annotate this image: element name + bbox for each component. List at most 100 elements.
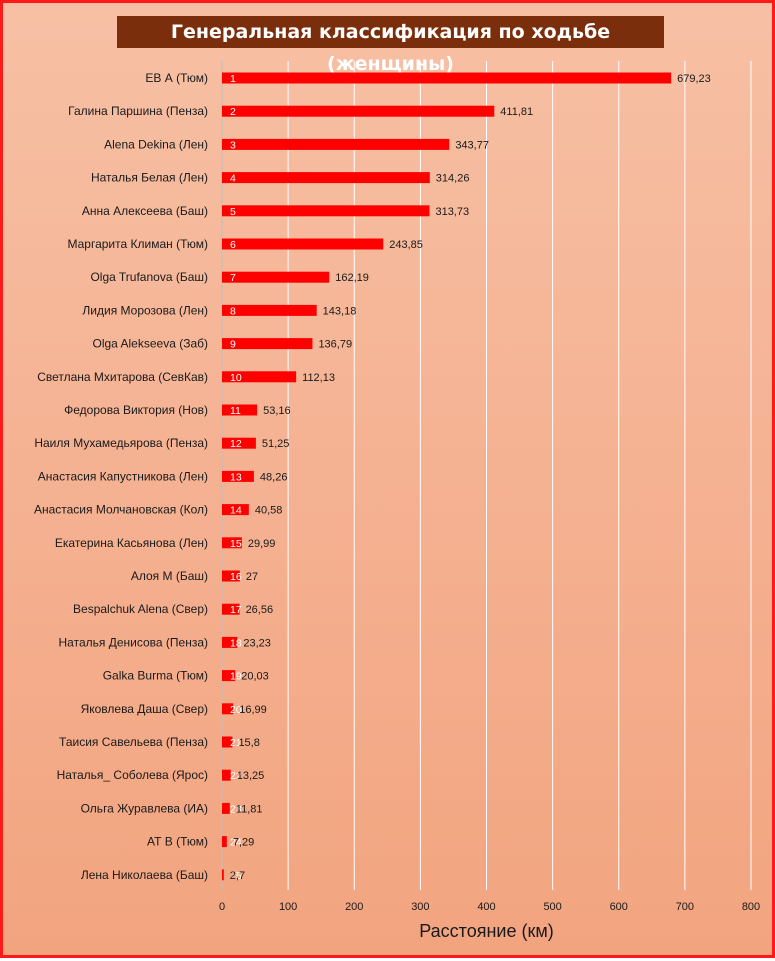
bar-row: ЕВ А (Тюм) 1 679,23 (145, 71, 710, 85)
category-label: Лена Николаева (Баш) (81, 868, 208, 882)
rank-label: 9 (230, 339, 236, 351)
bar-row: Лидия Морозова (Лен) 8 143,18 (82, 303, 356, 317)
bar-row: Анна Алексеева (Баш) 5 313,73 (82, 204, 469, 218)
bar (222, 72, 672, 84)
rank-label: 1 (230, 73, 236, 85)
category-label: Галина Паршина (Пенза) (68, 104, 208, 118)
value-label: 7,29 (233, 837, 254, 849)
bar (222, 205, 430, 217)
value-label: 16,99 (239, 704, 267, 716)
x-tick-label: 700 (676, 901, 694, 913)
value-label: 162,19 (335, 272, 369, 284)
rank-label: 7 (230, 272, 236, 284)
value-label: 2,7 (230, 870, 245, 882)
category-label: Bespalchuk Alena (Свер) (73, 602, 208, 616)
bar (222, 504, 249, 516)
category-label: ЕВ А (Тюм) (145, 71, 208, 85)
x-tick-labels: 0 100 200 300 400 500 600 700 800 (219, 901, 760, 913)
bar-row: Bespalchuk Alena (Свер) 17 26,56 (73, 602, 273, 616)
rank-label: 23 (230, 803, 242, 815)
value-label: 313,73 (435, 206, 469, 218)
bar (222, 271, 330, 283)
bar (222, 437, 256, 449)
x-axis-label: Расстояние (км) (419, 921, 553, 941)
category-label: Алоя М (Баш) (131, 569, 208, 583)
bar (222, 338, 313, 350)
x-tick-label: 0 (219, 901, 225, 913)
rank-label: 19 (230, 671, 242, 683)
category-label: Наиля Мухамедьярова (Пенза) (34, 436, 208, 450)
value-label: 411,81 (500, 106, 533, 118)
bar (222, 836, 227, 848)
value-label: 51,25 (262, 438, 290, 450)
value-label: 136,79 (318, 339, 352, 351)
rank-label: 13 (230, 471, 242, 483)
bar-row: Галина Паршина (Пенза) 2 411,81 (68, 104, 533, 118)
bar-row: Olga Alekseeva (Заб) 9 136,79 (92, 337, 352, 351)
bar (222, 603, 240, 615)
bar-row: Светлана Мхитарова (СевКав) 10 112,13 (37, 370, 335, 384)
bar-row: Наталья Белая (Лен) 4 314,26 (91, 171, 469, 185)
rank-label: 17 (230, 604, 242, 616)
rank-label: 15 (230, 538, 242, 550)
bar (222, 138, 450, 150)
rank-label: 5 (230, 206, 236, 218)
category-label: Наталья Денисова (Пенза) (59, 635, 208, 649)
value-label: 243,85 (389, 239, 423, 251)
bar (222, 304, 317, 316)
bar-chart: ЕВ А (Тюм) 1 679,23 Галина Паршина (Пенза) 2… (34, 61, 760, 941)
bar-row: Наиля Мухамедьярова (Пенза) 12 51,25 (34, 436, 289, 450)
chart-title: Генеральная классификация по ходьбе (жен… (117, 16, 664, 75)
bar-row: Лена Николаева (Баш) 252,7 (81, 868, 245, 882)
value-label: 27 (246, 571, 258, 583)
rank-label: 8 (230, 305, 236, 317)
bar (222, 470, 254, 482)
value-label: 48,26 (260, 471, 288, 483)
bar-row: Екатерина Касьянова (Лен) 15 29,99 (55, 536, 275, 550)
category-label: Анастасия Капустникова (Лен) (38, 469, 208, 483)
rank-label: 20 (230, 704, 242, 716)
bar (222, 238, 384, 250)
value-label: 26,56 (246, 604, 274, 616)
bar-row: Маргарита Климан (Тюм) 6 243,85 (67, 237, 422, 251)
category-label: Наталья Белая (Лен) (91, 171, 208, 185)
bar-row: Наталья Денисова (Пенза) 18 23,23 (59, 635, 271, 649)
bar (222, 769, 231, 781)
category-label: Ольга Журавлева (ИА) (81, 801, 208, 815)
x-tick-label: 100 (279, 901, 297, 913)
bar (222, 736, 233, 748)
bar (222, 570, 240, 582)
value-label: 20,03 (241, 671, 269, 683)
x-tick-label: 400 (477, 901, 495, 913)
rank-label: 11 (230, 405, 241, 417)
x-tick-label: 600 (610, 901, 628, 913)
value-label: 314,26 (436, 173, 470, 185)
category-label: АТ В (Тюм) (147, 835, 208, 849)
rank-label: 12 (230, 438, 242, 450)
rank-label: 2 (230, 106, 236, 118)
bar-row: Анастасия Капустникова (Лен) 13 48,26 (38, 469, 288, 483)
category-label: Анна Алексеева (Баш) (82, 204, 208, 218)
bar-row: АТ В (Тюм) 247,29 (147, 835, 254, 849)
bar (222, 371, 297, 383)
bars-group: ЕВ А (Тюм) 1 679,23 Галина Паршина (Пенза) 2… (34, 71, 711, 882)
value-label: 53,16 (263, 405, 291, 417)
bar-row: Galka Burma (Тюм) 19 20,03 (103, 669, 269, 683)
bar (222, 869, 224, 881)
bar (222, 404, 258, 416)
value-label: 23,23 (243, 637, 271, 649)
category-label: Светлана Мхитарова (СевКав) (37, 370, 208, 384)
category-label: Olga Trufanova (Баш) (90, 270, 208, 284)
value-label: 15,8 (238, 737, 259, 749)
category-label: Лидия Морозова (Лен) (82, 303, 208, 317)
value-label: 29,99 (248, 538, 276, 550)
rank-label: 10 (230, 372, 242, 384)
bar-row: Анастасия Молчановская (Кол) 14 40,58 (34, 503, 282, 517)
category-label: Екатерина Касьянова (Лен) (55, 536, 208, 550)
category-label: Маргарита Климан (Тюм) (67, 237, 208, 251)
x-tick-label: 300 (411, 901, 429, 913)
bar (222, 105, 495, 117)
